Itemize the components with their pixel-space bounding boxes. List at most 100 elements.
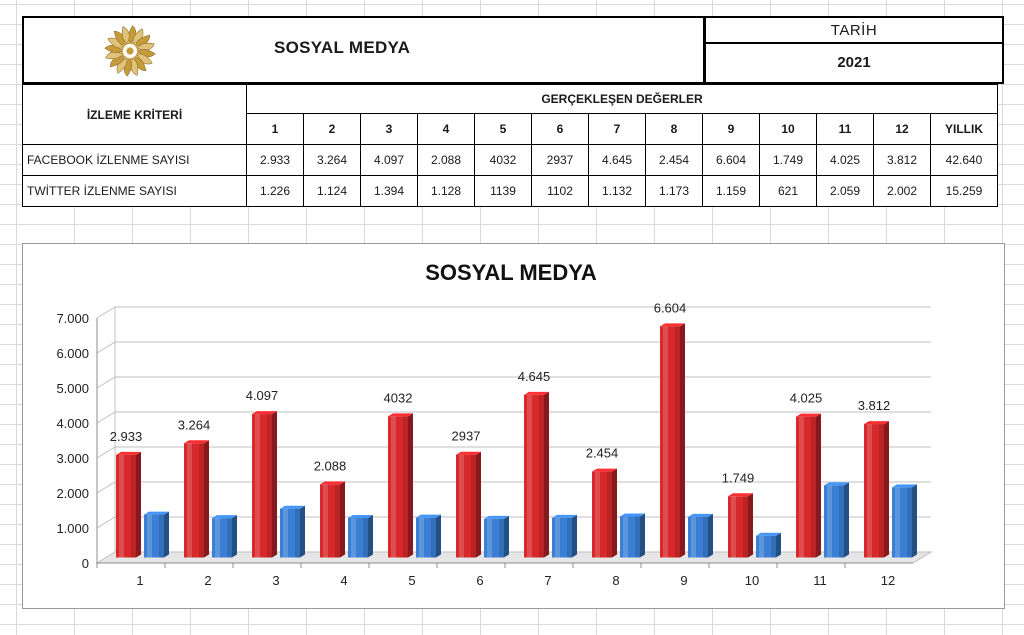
table-cell: 1.124 <box>303 175 361 207</box>
table-cell: 1.128 <box>417 175 475 207</box>
x-tick-label: 3 <box>272 573 279 588</box>
y-tick-label: 3.000 <box>56 451 89 466</box>
x-tick-label: 9 <box>680 573 687 588</box>
table-cell: 3.812 <box>873 144 931 176</box>
x-tick-label: 4 <box>340 573 347 588</box>
x-tick-label: 5 <box>408 573 415 588</box>
table-cell: 2937 <box>531 144 589 176</box>
column-header: 9 <box>702 113 760 145</box>
column-header: 1 <box>246 113 304 145</box>
table-cell: 42.640 <box>930 144 998 176</box>
table-cell: 1139 <box>474 175 532 207</box>
data-label: 3.264 <box>178 417 211 432</box>
data-label: 4.645 <box>518 369 551 384</box>
table-cell: 3.264 <box>303 144 361 176</box>
bar-series1-1 <box>116 451 141 558</box>
bar-series2-4 <box>348 515 373 558</box>
gridline <box>96 446 931 459</box>
data-label: 3.812 <box>858 398 891 413</box>
bar-series2-1 <box>144 511 169 558</box>
x-tick-label: 11 <box>813 573 827 588</box>
x-tick-label: 2 <box>204 573 211 588</box>
y-tick-label: 7.000 <box>56 311 89 326</box>
table-cell: 1.159 <box>702 175 760 207</box>
column-header: 11 <box>816 113 874 145</box>
bar-series1-7 <box>524 391 549 558</box>
sheet-title: SOSYAL MEDYA <box>274 38 411 57</box>
bar-series2-5 <box>416 514 441 558</box>
column-header: 12 <box>873 113 931 145</box>
table-cell: 1102 <box>531 175 589 207</box>
bar-series2-12 <box>892 484 917 558</box>
chart-title: SOSYAL MEDYA <box>425 260 597 285</box>
chart-panel: 2.933 3.264 4.097 2.088 4032 2937 4.645 2.454 6.… <box>22 243 1005 609</box>
table-cell: 15.259 <box>930 175 998 207</box>
y-tick-label: 6.000 <box>56 346 89 361</box>
row-label: TWİTTER İZLENME SAYISI <box>22 175 247 207</box>
table-cell: 1.173 <box>645 175 703 207</box>
table-cell: 2.002 <box>873 175 931 207</box>
bar-series2-3 <box>280 505 305 558</box>
table-cell: 4.645 <box>588 144 646 176</box>
gridline <box>96 481 931 494</box>
bar-series1-4 <box>320 481 345 558</box>
column-header: 5 <box>474 113 532 145</box>
data-label: 4.025 <box>790 391 823 406</box>
data-label: 6.604 <box>654 300 687 315</box>
bar-series1-8 <box>592 468 617 558</box>
data-label: 2.088 <box>314 458 347 473</box>
sunflower-emblem-icon <box>104 25 156 77</box>
data-label: 4.097 <box>246 388 279 403</box>
column-header: 10 <box>759 113 817 145</box>
bar-series2-11 <box>824 482 849 558</box>
column-header: 2 <box>303 113 361 145</box>
x-tick-label: 8 <box>612 573 619 588</box>
column-header: 6 <box>531 113 589 145</box>
bar-series1-9 <box>660 323 685 558</box>
x-tick-label: 6 <box>476 573 483 588</box>
x-tick-label: 10 <box>745 573 759 588</box>
y-tick-label: 2.000 <box>56 486 89 501</box>
bar-series2-9 <box>688 513 713 558</box>
data-label: 2937 <box>452 429 481 444</box>
table-cell: 2.933 <box>246 144 304 176</box>
bar-chart: 2.9333.2644.0972.088403229374.6452.4546.… <box>56 260 933 588</box>
bar-series2-8 <box>620 513 645 558</box>
y-tick-label: 1.000 <box>56 521 89 536</box>
table-cell: 1.749 <box>759 144 817 176</box>
table-cell: 4.097 <box>360 144 418 176</box>
data-label: 2.454 <box>586 446 619 461</box>
table-cell: 2.059 <box>816 175 874 207</box>
date-label: TARİH <box>706 18 1002 44</box>
bar-series2-6 <box>484 515 509 558</box>
criteria-header: İZLEME KRİTERİ <box>22 84 247 145</box>
bar-series1-10 <box>728 493 753 558</box>
table-cell: 621 <box>759 175 817 207</box>
column-header: 8 <box>645 113 703 145</box>
y-tick-label: 0 <box>82 556 89 571</box>
bar-series1-12 <box>864 421 889 558</box>
bar-series1-11 <box>796 413 821 558</box>
column-header: 3 <box>360 113 418 145</box>
bar-series1-5 <box>388 413 413 558</box>
x-tick-label: 1 <box>136 573 143 588</box>
data-label: 1.749 <box>722 470 755 485</box>
bar-series2-7 <box>552 514 577 558</box>
table-cell: 1.226 <box>246 175 304 207</box>
bar-series2-10 <box>756 532 781 558</box>
header-title-cell: SOSYAL MEDYA <box>22 16 705 84</box>
column-header: 7 <box>588 113 646 145</box>
table-cell: 4.025 <box>816 144 874 176</box>
y-tick-label: 5.000 <box>56 381 89 396</box>
table-cell: 2.454 <box>645 144 703 176</box>
values-header: GERÇEKLEŞEN DEĞERLER <box>246 84 998 114</box>
bar-series2-2 <box>212 515 237 558</box>
gridline <box>96 411 931 424</box>
table-cell: 1.394 <box>360 175 418 207</box>
gridline <box>96 306 931 319</box>
x-tick-label: 12 <box>881 573 895 588</box>
y-tick-label: 4.000 <box>56 416 89 431</box>
bar-series1-3 <box>252 411 277 558</box>
date-year: 2021 <box>837 53 871 71</box>
